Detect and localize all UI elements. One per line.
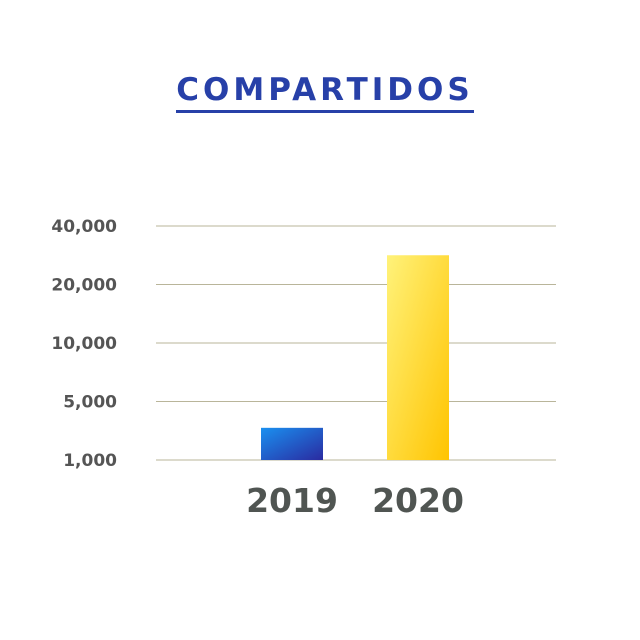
x-category-label: 2020	[372, 481, 464, 520]
grid-lines	[156, 225, 556, 461]
bar-2019	[261, 427, 323, 460]
y-tick-label: 40,000	[51, 217, 117, 237]
y-tick-label: 20,000	[51, 276, 117, 296]
x-axis-categories: 2019 2020	[246, 481, 464, 520]
chart-title-text: COMPARTIDOS	[176, 72, 474, 113]
y-tick-label: 1,000	[63, 451, 117, 471]
bar-2020	[387, 255, 449, 460]
x-category-label: 2019	[246, 481, 338, 520]
bars	[261, 255, 449, 460]
y-tick-label: 10,000	[51, 334, 117, 354]
y-axis-ticks: 1,000 5,000 10,000 20,000 40,000	[51, 217, 117, 471]
chart-title: COMPARTIDOS	[0, 72, 640, 113]
y-tick-label: 5,000	[63, 393, 117, 413]
